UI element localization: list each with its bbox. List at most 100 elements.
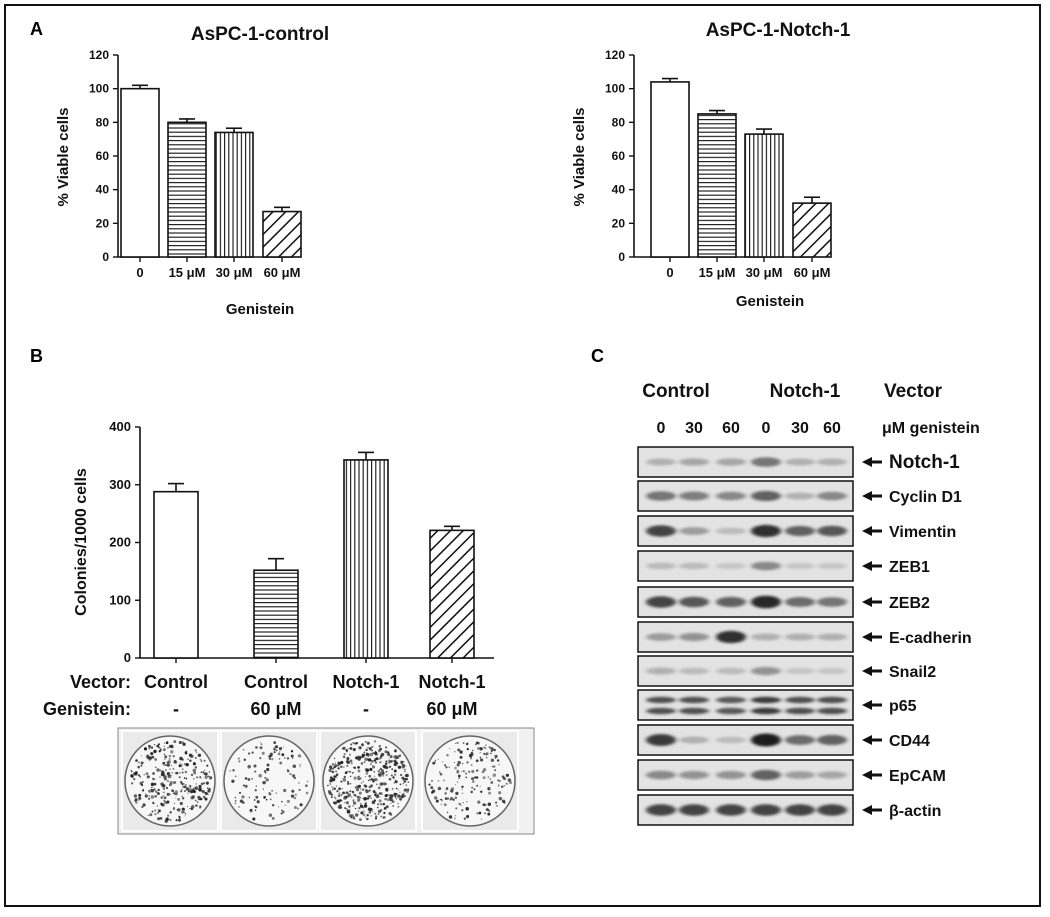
- blot-band: [751, 804, 781, 816]
- colony-dot: [253, 799, 256, 801]
- colony-dot: [147, 814, 149, 816]
- colony-dot: [378, 758, 381, 760]
- colony-dot: [197, 753, 202, 758]
- colony-dot: [399, 773, 403, 777]
- colony-dot: [394, 755, 399, 759]
- colony-dot: [346, 764, 349, 767]
- colony-dot: [349, 759, 353, 763]
- colony-dot: [234, 802, 237, 805]
- colony-dot: [495, 801, 498, 804]
- colony-dot: [272, 804, 275, 807]
- colony-dot: [327, 784, 329, 787]
- colony-dot: [352, 805, 354, 807]
- colony-dot: [164, 801, 167, 804]
- colony-dot: [293, 776, 297, 780]
- colony-dot: [299, 803, 303, 807]
- colony-dot: [357, 784, 362, 788]
- colony-dot: [172, 781, 176, 785]
- colony-dot: [150, 746, 154, 749]
- colony-dot: [390, 802, 392, 804]
- colony-dot: [364, 740, 367, 743]
- colony-dot: [333, 787, 336, 791]
- colony-dot: [404, 770, 406, 773]
- colony-dot: [275, 745, 278, 749]
- colony-dot: [269, 798, 272, 801]
- colony-dot: [378, 769, 381, 771]
- colony-dot: [305, 784, 308, 787]
- colony-dot: [494, 757, 497, 759]
- colony-dot: [384, 750, 388, 754]
- colony-dot: [349, 809, 351, 811]
- colony-dot: [159, 776, 161, 778]
- colony-dot: [191, 795, 196, 799]
- colony-dot: [367, 807, 372, 811]
- panel-label-b: B: [30, 346, 43, 366]
- colony-dot: [498, 779, 502, 783]
- bar: [214, 131, 254, 258]
- colony-dot: [479, 747, 483, 751]
- colony-dot: [234, 775, 237, 778]
- bar: [650, 81, 690, 258]
- colony-dot: [264, 776, 267, 779]
- colony-dot: [185, 777, 188, 780]
- colony-dot: [479, 756, 482, 759]
- colony-dot: [166, 800, 170, 804]
- colony-dot: [144, 793, 146, 795]
- bar: [429, 529, 475, 659]
- colony-dot: [149, 813, 153, 817]
- colony-dot: [171, 789, 174, 793]
- arrow-left-icon: [862, 561, 882, 571]
- colony-dot: [249, 809, 253, 813]
- colony-dot: [441, 800, 443, 802]
- colony-dot: [148, 795, 150, 797]
- colony-dot: [140, 764, 143, 767]
- colony-dot: [156, 805, 159, 807]
- colony-dot: [380, 769, 385, 773]
- colony-dot: [462, 742, 465, 744]
- colony-dot: [253, 764, 257, 768]
- colony-dot: [290, 794, 295, 798]
- colony-dot: [392, 800, 394, 802]
- colony-dot: [476, 769, 479, 772]
- colony-dot: [399, 783, 402, 786]
- colony-dot: [379, 756, 383, 759]
- colony-dot: [503, 784, 506, 787]
- blot-band: [785, 804, 815, 816]
- colony-dot: [349, 770, 351, 773]
- colony-dot: [181, 782, 184, 785]
- blot-band: [716, 707, 746, 715]
- colony-dot: [385, 782, 388, 785]
- colony-dot: [357, 776, 359, 779]
- colony-dot: [163, 753, 166, 756]
- y-tick-label: 0: [618, 250, 625, 264]
- colony-dot: [184, 815, 186, 817]
- colony-dot: [143, 774, 145, 776]
- bar: [153, 490, 199, 659]
- colony-dot: [352, 799, 355, 802]
- colony-dot: [168, 754, 171, 758]
- colony-dot: [391, 789, 393, 791]
- colony-dot: [383, 807, 387, 810]
- colony-dot: [286, 757, 290, 760]
- blot-protein-label: ZEB2: [889, 595, 930, 612]
- colony-dot: [333, 796, 336, 798]
- blot-band: [751, 769, 781, 781]
- blot-protein-label: ZEB1: [889, 559, 930, 576]
- blot-band: [679, 596, 709, 608]
- colony-dot: [363, 798, 365, 800]
- colony-dot: [459, 756, 463, 759]
- colony-dot: [405, 784, 408, 786]
- colony-dot: [362, 780, 364, 783]
- colony-dot: [247, 778, 251, 781]
- colony-dot: [357, 810, 360, 812]
- colony-dot: [159, 769, 162, 771]
- colony-dot: [393, 773, 397, 776]
- colony-dot: [148, 756, 152, 760]
- colony-dot: [385, 775, 387, 777]
- colony-dot: [199, 776, 202, 778]
- colony-dot: [432, 761, 435, 765]
- colony-dot: [238, 806, 240, 808]
- blot-band: [785, 525, 815, 537]
- colony-dot: [446, 754, 449, 757]
- colony-dot: [395, 761, 398, 765]
